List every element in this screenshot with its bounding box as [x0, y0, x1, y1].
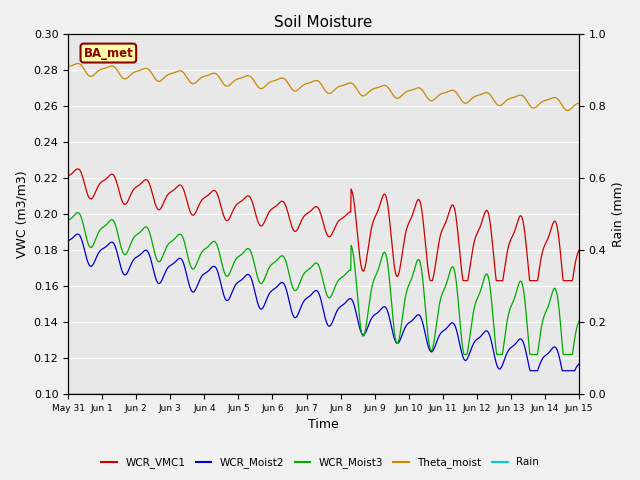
Title: Soil Moisture: Soil Moisture	[275, 15, 372, 30]
Legend: WCR_VMC1, WCR_Moist2, WCR_Moist3, Theta_moist, Rain: WCR_VMC1, WCR_Moist2, WCR_Moist3, Theta_…	[97, 453, 543, 472]
Y-axis label: VWC (m3/m3): VWC (m3/m3)	[15, 170, 28, 258]
Text: BA_met: BA_met	[83, 47, 133, 60]
X-axis label: Time: Time	[308, 419, 339, 432]
Y-axis label: Rain (mm): Rain (mm)	[612, 181, 625, 247]
